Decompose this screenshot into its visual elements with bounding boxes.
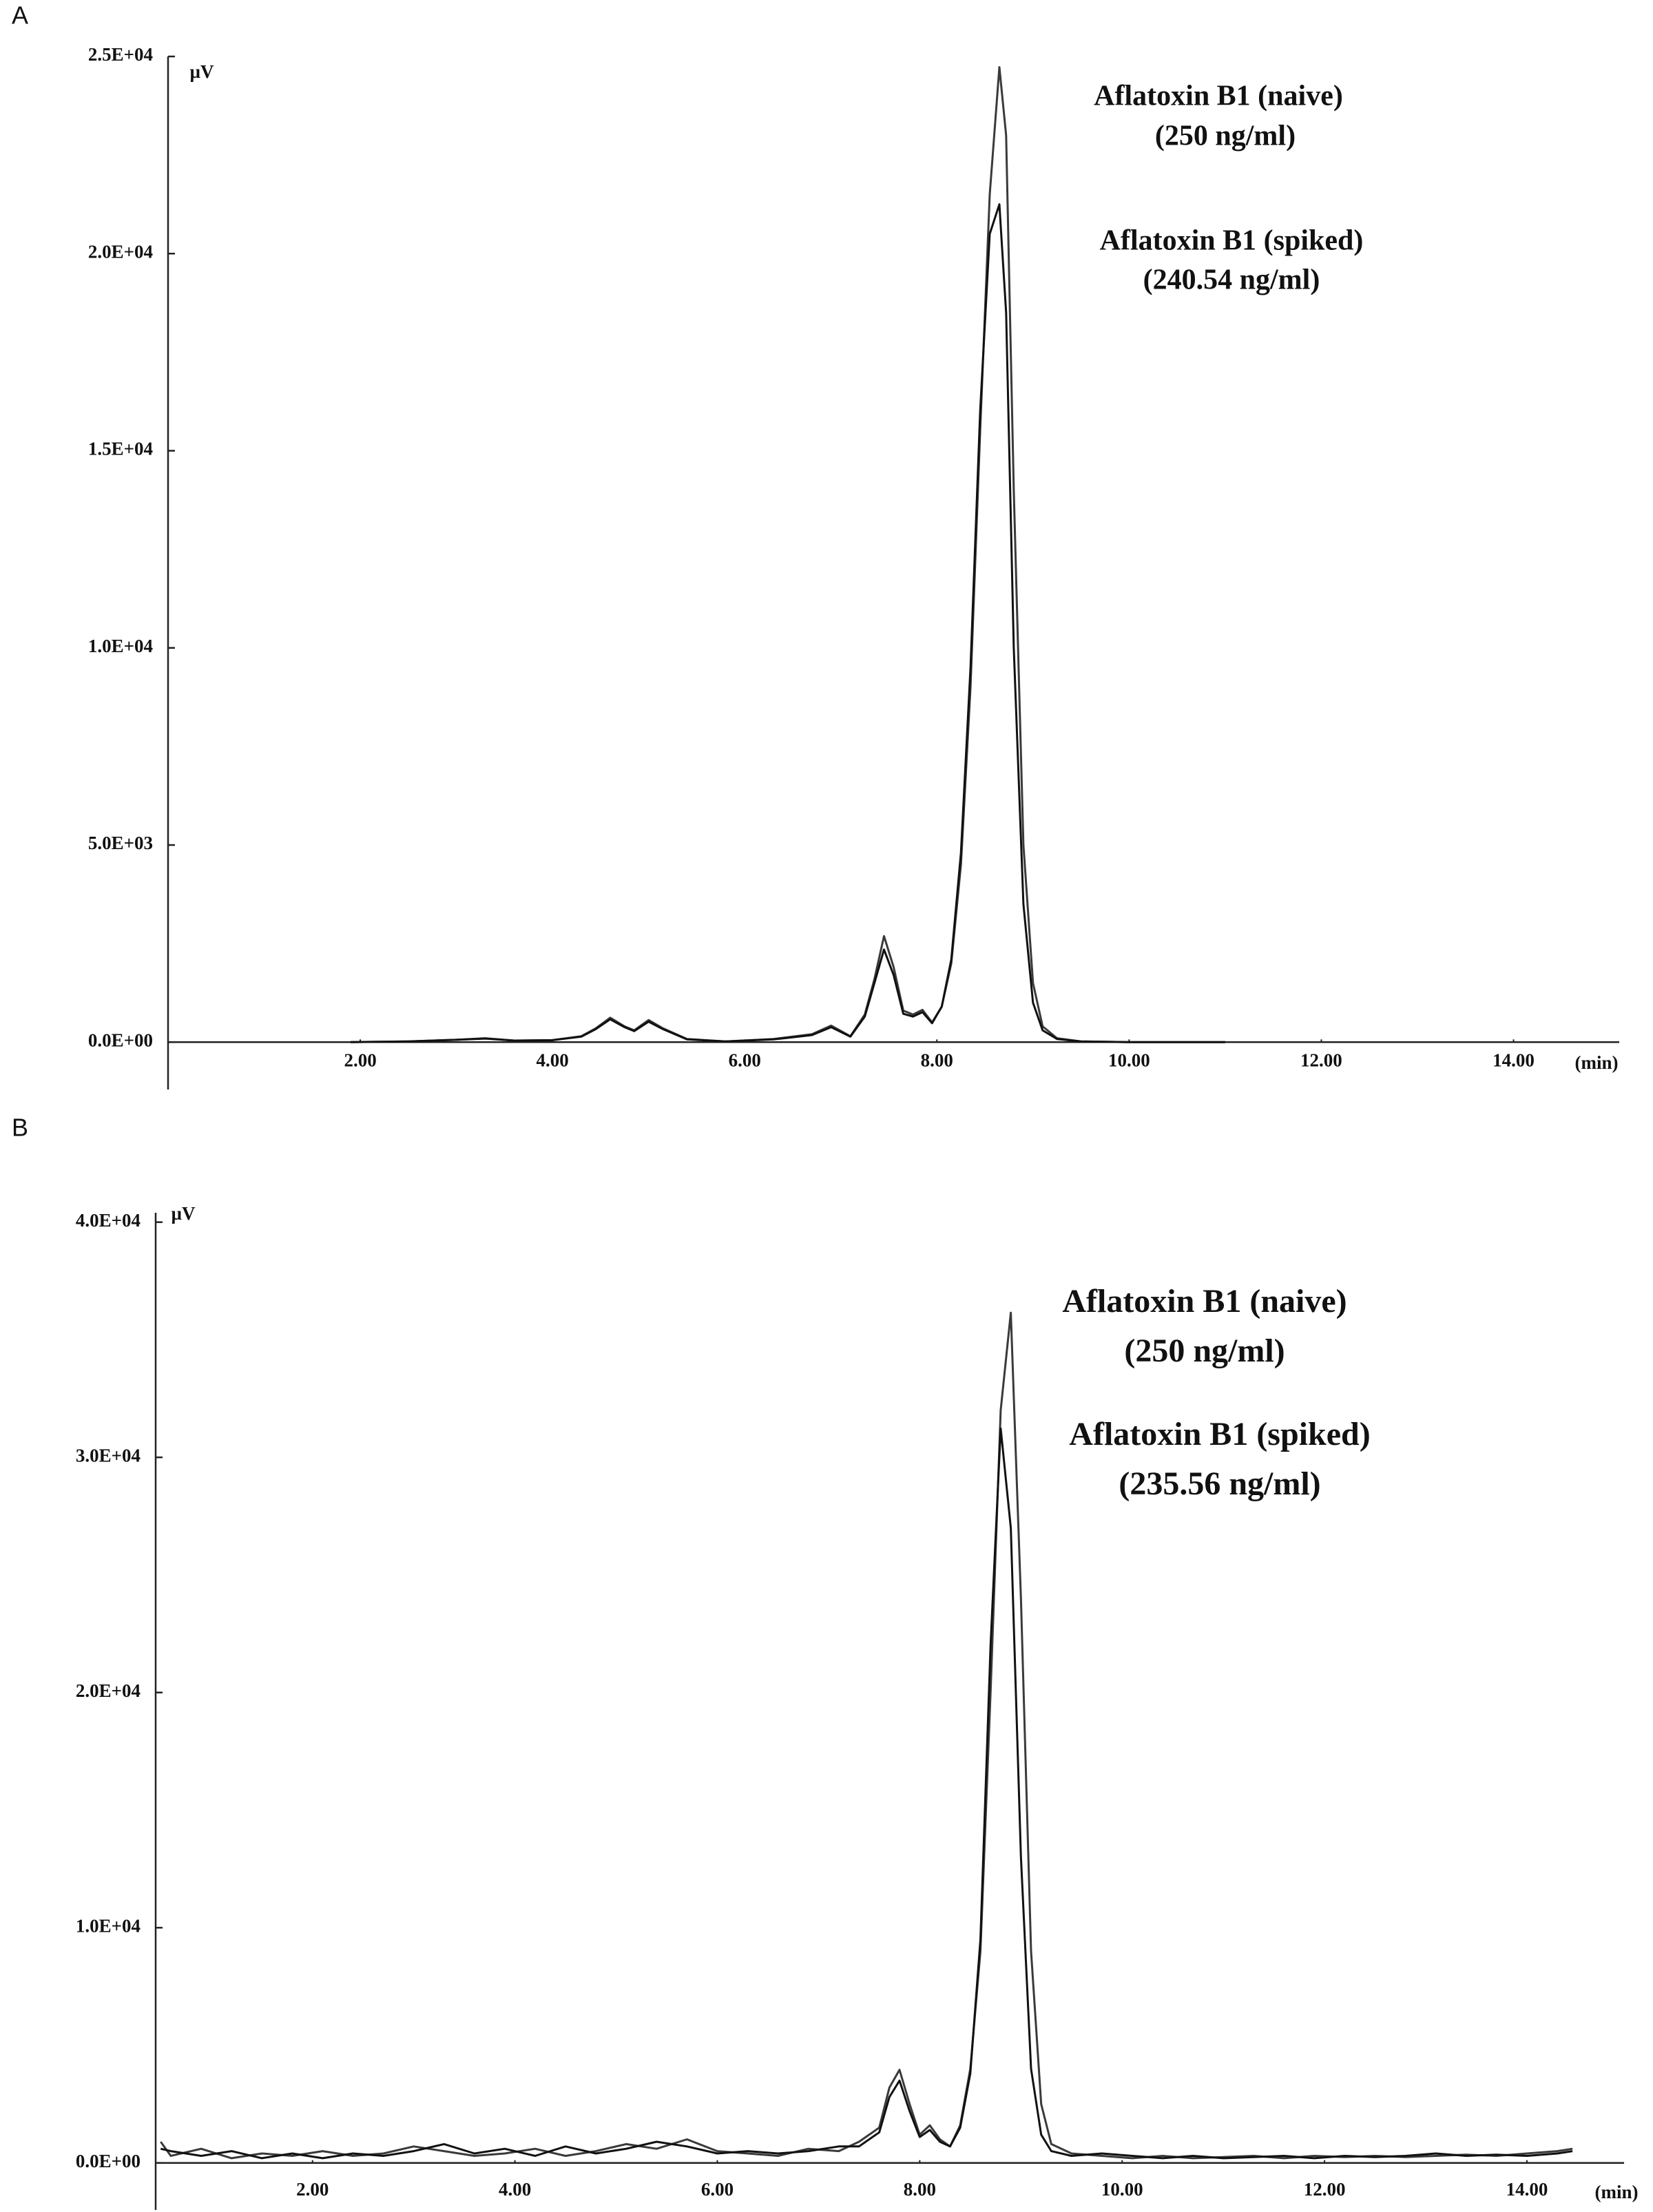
y-tick-label: 0.0E+00: [76, 2151, 141, 2171]
trace: [351, 66, 1225, 1043]
y-tick-label: 0.0E+00: [88, 1030, 153, 1051]
x-tick-label: 8.00: [904, 2179, 936, 2200]
y-tick-label: 1.5E+04: [88, 439, 153, 459]
x-tick-label: 6.00: [729, 1050, 761, 1071]
x-tick-label: 8.00: [921, 1050, 953, 1071]
x-tick-label: 4.00: [537, 1050, 569, 1071]
x-tick-label: 4.00: [499, 2179, 531, 2200]
x-tick-label: 10.00: [1108, 1050, 1150, 1071]
annotation: (250 ng/ml): [1124, 1333, 1285, 1369]
x-tick-label: 10.00: [1101, 2179, 1143, 2200]
x-tick-label: 14.00: [1493, 1050, 1535, 1071]
annotation: Aflatoxin B1 (spiked): [1069, 1416, 1370, 1452]
annotation: (250 ng/ml): [1155, 121, 1296, 152]
x-tick-label: 2.00: [296, 2179, 329, 2200]
trace: [351, 203, 1225, 1043]
annotation: Aflatoxin B1 (naive): [1062, 1283, 1347, 1319]
x-axis-unit: (min): [1575, 1052, 1619, 1073]
trace: [160, 1311, 1573, 2160]
annotation: (240.54 ng/ml): [1143, 264, 1320, 296]
x-tick-label: 12.00: [1300, 1050, 1342, 1071]
y-tick-label: 2.0E+04: [88, 241, 153, 262]
annotation: (235.56 ng/ml): [1119, 1465, 1320, 1502]
x-axis-unit: (min): [1595, 2182, 1639, 2202]
y-tick-label: 1.0E+04: [76, 1915, 141, 1936]
trace: [160, 1427, 1573, 2160]
y-tick-label: 1.0E+04: [88, 636, 153, 656]
x-tick-label: 2.00: [344, 1050, 376, 1071]
y-tick-label: 2.0E+04: [76, 1680, 141, 1701]
y-tick-label: 2.5E+04: [88, 44, 153, 65]
y-tick-label: 4.0E+04: [76, 1210, 141, 1231]
annotation: Aflatoxin B1 (spiked): [1100, 225, 1364, 257]
y-axis-unit: µV: [189, 61, 214, 82]
panel-label: A: [12, 1, 28, 30]
y-tick-label: 3.0E+04: [76, 1445, 141, 1465]
x-tick-label: 14.00: [1506, 2179, 1548, 2200]
y-axis-unit: µV: [171, 1203, 196, 1224]
x-tick-label: 6.00: [701, 2179, 734, 2200]
annotation: Aflatoxin B1 (naive): [1094, 81, 1343, 112]
panel-label: B: [12, 1114, 28, 1142]
y-tick-label: 5.0E+03: [88, 833, 153, 853]
x-tick-label: 12.00: [1304, 2179, 1346, 2200]
